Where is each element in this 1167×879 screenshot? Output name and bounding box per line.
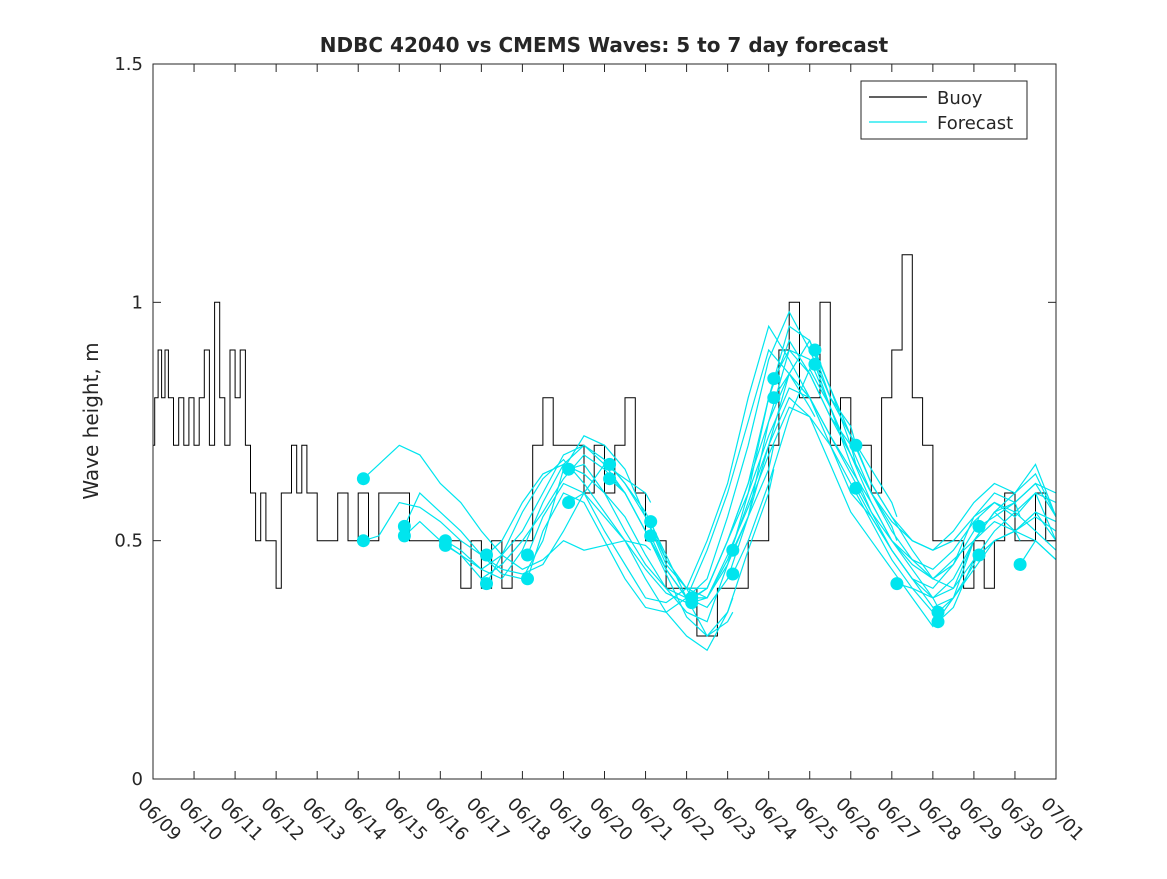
x-tick-label: 06/25: [790, 794, 842, 846]
forecast-start-point-13: [603, 457, 617, 471]
x-tick-label: 06/24: [749, 794, 801, 846]
forecast-start-point-10: [521, 572, 534, 586]
y-tick-label: 1.5: [114, 54, 143, 75]
forecast-run-line-1: [362, 444, 652, 570]
forecast-start-point-3: [397, 519, 411, 533]
plot-area: [153, 64, 1056, 779]
x-tick-label: 06/18: [503, 794, 555, 846]
forecast-start-point-28: [931, 605, 945, 619]
x-tick-label: 06/29: [954, 794, 1006, 846]
x-tick-label: 06/12: [257, 794, 309, 846]
x-tick-label: 06/10: [174, 794, 226, 846]
x-tick-label: 06/14: [339, 794, 391, 846]
forecast-run-line-8: [485, 458, 775, 652]
x-tick-label: 06/30: [995, 794, 1047, 846]
forecast-start-point-4: [397, 529, 411, 543]
y-tick-label: 0.5: [114, 531, 143, 552]
x-tick-label: 06/19: [544, 794, 596, 846]
forecast-start-point-27: [890, 577, 904, 591]
forecast-start-point-31: [972, 548, 986, 562]
forecast-start-point-16: [644, 529, 658, 543]
forecast-start-point-19: [726, 543, 740, 557]
series-layer: [153, 254, 1057, 652]
x-tick-label: 06/23: [708, 794, 760, 846]
forecast-start-point-11: [562, 462, 576, 476]
forecast-run-line-9: [526, 324, 816, 604]
x-tick-label: 06/20: [585, 794, 637, 846]
forecast-run-line-17: [691, 372, 980, 599]
legend-label-forecast: Forecast: [937, 113, 1013, 134]
forecast-start-point-1: [356, 472, 370, 486]
forecast-start-point-23: [808, 343, 822, 357]
forecast-start-point-22: [767, 391, 781, 405]
forecast-start-point-6: [438, 538, 452, 552]
forecast-start-point-26: [849, 481, 863, 495]
x-tick-label: 06/22: [667, 794, 719, 846]
x-tick-label: 06/11: [216, 794, 268, 846]
x-tick-label: 06/27: [872, 794, 924, 846]
forecast-run-line-28: [937, 472, 1057, 613]
forecast-start-point-2: [356, 534, 370, 548]
forecast-start-point-12: [562, 496, 576, 509]
forecast-start-point-14: [603, 472, 617, 486]
x-tick-label: 06/13: [298, 794, 350, 846]
legend-box: [860, 80, 1028, 140]
forecast-start-point-21: [767, 372, 781, 386]
y-tick-label: 1: [132, 292, 143, 313]
forecast-run-line-32: [1019, 539, 1057, 565]
forecast-start-point-30: [972, 519, 986, 533]
forecast-start-point-25: [849, 438, 863, 452]
forecast-run-line-25: [855, 445, 1057, 590]
forecast-start-point-15: [644, 515, 658, 529]
forecast-run-line-3: [403, 435, 693, 599]
forecast-start-point-20: [726, 567, 740, 581]
forecast-run-line-7: [486, 445, 775, 623]
y-tick-label: 0: [132, 769, 143, 790]
forecast-run-line-6: [445, 454, 734, 637]
x-tick-label: 06/26: [831, 794, 883, 846]
forecast-run-line-11: [568, 310, 857, 599]
chart-title: NDBC 42040 vs CMEMS Waves: 5 to 7 day fo…: [320, 33, 889, 57]
forecast-start-point-32: [1013, 558, 1027, 571]
forecast-start-point-7: [480, 548, 493, 562]
forecast-start-point-8: [480, 577, 493, 591]
legend-label-buoy: Buoy: [937, 88, 983, 109]
x-tick-label: 06/09: [133, 794, 185, 846]
forecast-start-point-24: [808, 357, 822, 371]
forecast-run-line-19: [732, 339, 1021, 580]
x-tick-label: 07/01: [1036, 794, 1088, 846]
forecast-start-point-29: [931, 615, 945, 629]
forecast-run-line-31: [978, 516, 1057, 556]
legend: Buoy Forecast: [860, 80, 1028, 140]
forecast-start-point-18: [685, 596, 699, 610]
buoy-series-line: [153, 254, 1056, 637]
x-tick-label: 06/17: [462, 794, 514, 846]
forecast-run-line-30: [978, 482, 1057, 527]
x-tick-label: 06/28: [913, 794, 965, 846]
x-tick-label: 06/15: [380, 794, 432, 846]
forecast-run-line-22: [773, 372, 1057, 571]
y-axis-label: Wave height, m: [79, 342, 103, 499]
forecast-start-point-9: [521, 548, 534, 562]
x-tick-label: 06/16: [421, 794, 473, 846]
x-tick-label: 06/21: [626, 794, 678, 846]
